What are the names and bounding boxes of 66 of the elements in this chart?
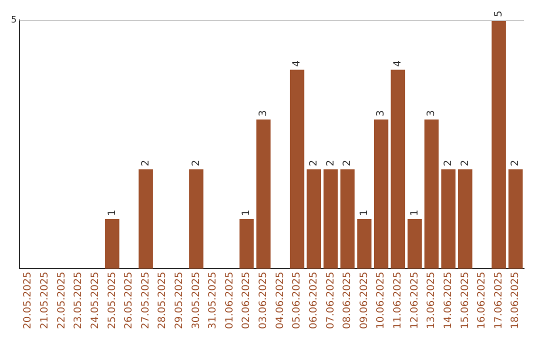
- x-tick-label: 24.05.2025: [90, 272, 101, 330]
- x-tick-label: 20.05.2025: [22, 272, 34, 330]
- data-label: 2: [510, 160, 522, 166]
- x-tick-label: 23.05.2025: [73, 272, 84, 330]
- x-tick-label: 16.06.2025: [476, 272, 488, 330]
- bar: [458, 169, 472, 269]
- data-label: 2: [190, 160, 202, 166]
- x-tick-label: 30.05.2025: [190, 272, 202, 330]
- data-label: 1: [409, 210, 420, 216]
- x-tick-label: 15.06.2025: [460, 272, 471, 330]
- data-label: 3: [426, 110, 438, 116]
- bar: [508, 169, 523, 269]
- x-tick-label: 14.06.2025: [442, 272, 454, 330]
- x-tick-label: 02.06.2025: [241, 272, 252, 330]
- bar: [390, 70, 406, 269]
- x-tick-label: 27.05.2025: [140, 272, 152, 330]
- data-label: 2: [442, 160, 454, 166]
- x-tick-label: 09.06.2025: [358, 272, 370, 330]
- data-label: 2: [460, 160, 471, 166]
- bar: [240, 218, 254, 269]
- data-label: 2: [325, 160, 336, 166]
- x-tick-label: 07.06.2025: [325, 272, 336, 330]
- data-label: 4: [392, 60, 404, 67]
- bar: [492, 20, 506, 269]
- x-tick-label: 06.06.2025: [308, 272, 320, 330]
- x-tick-label: 11.06.2025: [392, 272, 404, 330]
- bar: [290, 70, 304, 269]
- x-tick-label: 05.06.2025: [292, 272, 303, 330]
- bar: [138, 169, 153, 269]
- data-label: 2: [308, 160, 320, 166]
- bar: [189, 169, 204, 269]
- bar: [374, 120, 388, 269]
- bar: [424, 120, 439, 269]
- bar: [357, 218, 372, 269]
- data-label: 1: [241, 210, 252, 216]
- x-tick-label: 29.05.2025: [174, 272, 186, 330]
- bar: [441, 169, 456, 269]
- x-tick-label: 01.06.2025: [224, 272, 236, 330]
- x-tick-label: 18.06.2025: [510, 272, 522, 330]
- x-tick-label: 12.06.2025: [409, 272, 420, 330]
- x-tick-label: 03.06.2025: [258, 272, 270, 330]
- data-label: 1: [106, 210, 118, 216]
- x-tick-label: 31.05.2025: [208, 272, 219, 330]
- x-tick-label: 28.05.2025: [157, 272, 168, 330]
- data-label: 2: [140, 160, 152, 166]
- x-tick-label: 08.06.2025: [342, 272, 354, 330]
- bar: [105, 218, 120, 269]
- x-tick-label: 17.06.2025: [493, 272, 504, 330]
- data-label: 3: [376, 110, 387, 116]
- x-tick-label: 10.06.2025: [376, 272, 387, 330]
- data-label: 4: [292, 60, 303, 67]
- data-label: 3: [258, 110, 270, 116]
- bar: [340, 169, 355, 269]
- x-tick-label: 25.05.2025: [106, 272, 118, 330]
- x-tick-label: 13.06.2025: [426, 272, 438, 330]
- data-label: 2: [342, 160, 354, 166]
- bar: [324, 169, 338, 269]
- data-label: 5: [493, 10, 504, 17]
- x-tick-label: 21.05.2025: [40, 272, 51, 330]
- bar: [306, 169, 322, 269]
- x-tick-label: 04.06.2025: [274, 272, 286, 330]
- x-tick-label: 26.05.2025: [124, 272, 135, 330]
- bar: [408, 218, 422, 269]
- bar: [256, 120, 271, 269]
- data-label: 1: [358, 210, 370, 216]
- x-tick-label: 22.05.2025: [56, 272, 68, 330]
